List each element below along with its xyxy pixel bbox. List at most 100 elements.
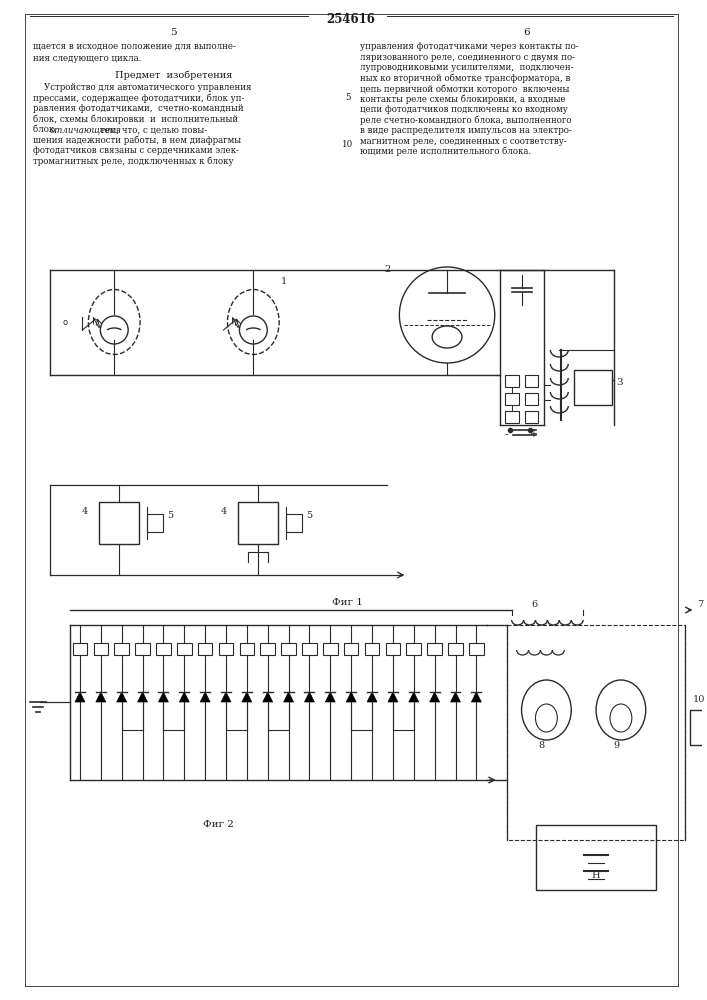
Text: тромагнитных реле, подключенных к блоку: тромагнитных реле, подключенных к блоку [33,156,233,166]
Polygon shape [472,692,481,702]
Bar [198,643,212,655]
Polygon shape [284,692,293,702]
Polygon shape [430,692,440,702]
Text: управления фотодатчиками через контакты по-: управления фотодатчиками через контакты … [360,42,578,51]
Text: 2: 2 [385,265,391,274]
Bar [100,502,139,544]
Polygon shape [96,692,106,702]
Text: Предмет  изобретения: Предмет изобретения [115,70,233,80]
Text: Фиг 2: Фиг 2 [203,820,234,829]
Polygon shape [200,692,210,702]
Bar [385,643,400,655]
Polygon shape [305,692,315,702]
Text: цепи фотодатчиков подключены ко входному: цепи фотодатчиков подключены ко входному [360,105,568,114]
Text: 3: 3 [616,378,623,387]
Text: магнитном реле, соединенных с соответству-: магнитном реле, соединенных с соответств… [360,136,566,145]
Text: 5: 5 [170,28,177,37]
Polygon shape [346,692,356,702]
Text: равления фотодатчиками,  счетно-командный: равления фотодатчиками, счетно-командный [33,104,243,113]
Bar [281,643,296,655]
Bar [427,643,442,655]
Bar [469,643,484,655]
Text: -: - [505,429,508,439]
Bar [177,643,192,655]
Text: H: H [591,871,600,880]
Text: Фиг 1: Фиг 1 [332,598,363,607]
Bar [93,643,108,655]
Bar [286,514,302,532]
Bar [525,375,539,387]
Polygon shape [367,692,377,702]
Text: Устройство для автоматического управления: Устройство для автоматического управлени… [33,83,251,92]
Polygon shape [388,692,398,702]
Text: 5: 5 [345,93,351,102]
Bar [260,643,275,655]
Text: 7: 7 [697,600,703,609]
Bar [135,643,150,655]
Text: реле счетно-командного блока, выполненного: реле счетно-командного блока, выполненно… [360,115,571,125]
Bar [537,825,655,890]
Text: блок,: блок, [33,125,59,134]
Text: щается в исходное положение для выполне-
ния следующего цикла.: щается в исходное положение для выполне-… [33,42,235,63]
Text: в виде распределителя импульсов на электро-: в виде распределителя импульсов на элект… [360,126,571,135]
Bar [574,370,612,405]
Polygon shape [75,692,85,702]
Polygon shape [450,692,460,702]
Text: o: o [63,318,68,327]
Text: отличающееся: отличающееся [49,125,122,134]
Bar [115,643,129,655]
Polygon shape [117,692,127,702]
Bar [323,643,338,655]
Text: блок, схемы блокировки  и  исполнительный: блок, схемы блокировки и исполнительный [33,114,238,124]
Bar [218,643,233,655]
Bar [507,625,686,840]
Polygon shape [158,692,168,702]
Text: 4: 4 [221,507,227,516]
Text: ных ко вторичной обмотке трансформатора, в: ных ко вторичной обмотке трансформатора,… [360,74,570,83]
Bar [73,643,87,655]
Bar [147,514,163,532]
Text: контакты реле схемы блокировки, а входные: контакты реле схемы блокировки, а входны… [360,95,566,104]
Polygon shape [221,692,231,702]
Polygon shape [325,692,335,702]
Text: лупроводниковыми усилителями,  подключен-: лупроводниковыми усилителями, подключен- [360,63,573,72]
Bar [407,643,421,655]
Text: 254616: 254616 [326,13,375,26]
Text: 8: 8 [539,741,544,750]
Text: прессами, содержащее фотодатчики, блок уп-: прессами, содержащее фотодатчики, блок у… [33,94,244,103]
Bar [505,375,519,387]
Bar [525,411,539,423]
Bar [240,643,255,655]
Text: цепь первичной обмотки которого  включены: цепь первичной обмотки которого включены [360,84,569,94]
Text: 4: 4 [81,507,88,516]
Text: 6: 6 [532,600,537,609]
Text: фотодатчиков связаны с сердечниками элек-: фотодатчиков связаны с сердечниками элек… [33,146,239,155]
Polygon shape [242,692,252,702]
Bar [238,502,278,544]
Polygon shape [409,692,419,702]
Text: шения надежности работы, в нем диафрагмы: шения надежности работы, в нем диафрагмы [33,135,241,145]
Bar [302,643,317,655]
Text: 1: 1 [281,277,288,286]
Text: тем, что, с целью повы-: тем, что, с целью повы- [98,125,207,134]
Bar [525,393,539,405]
Text: ляризованного реле, соединенного с двумя по-: ляризованного реле, соединенного с двумя… [360,52,575,62]
Text: 5: 5 [306,511,312,520]
Bar [344,643,358,655]
Bar [365,643,380,655]
Text: 5: 5 [167,511,173,520]
Text: +: + [530,429,537,439]
Polygon shape [180,692,189,702]
Text: 10: 10 [692,695,705,704]
Bar [505,411,519,423]
Bar [448,643,463,655]
Text: 6: 6 [523,28,530,37]
Bar [691,710,707,745]
Polygon shape [138,692,148,702]
Bar [156,643,170,655]
Bar [505,393,519,405]
Text: 10: 10 [342,140,354,149]
Text: ющими реле исполнительного блока.: ющими реле исполнительного блока. [360,147,531,156]
Polygon shape [263,692,273,702]
Text: 9: 9 [613,741,619,750]
